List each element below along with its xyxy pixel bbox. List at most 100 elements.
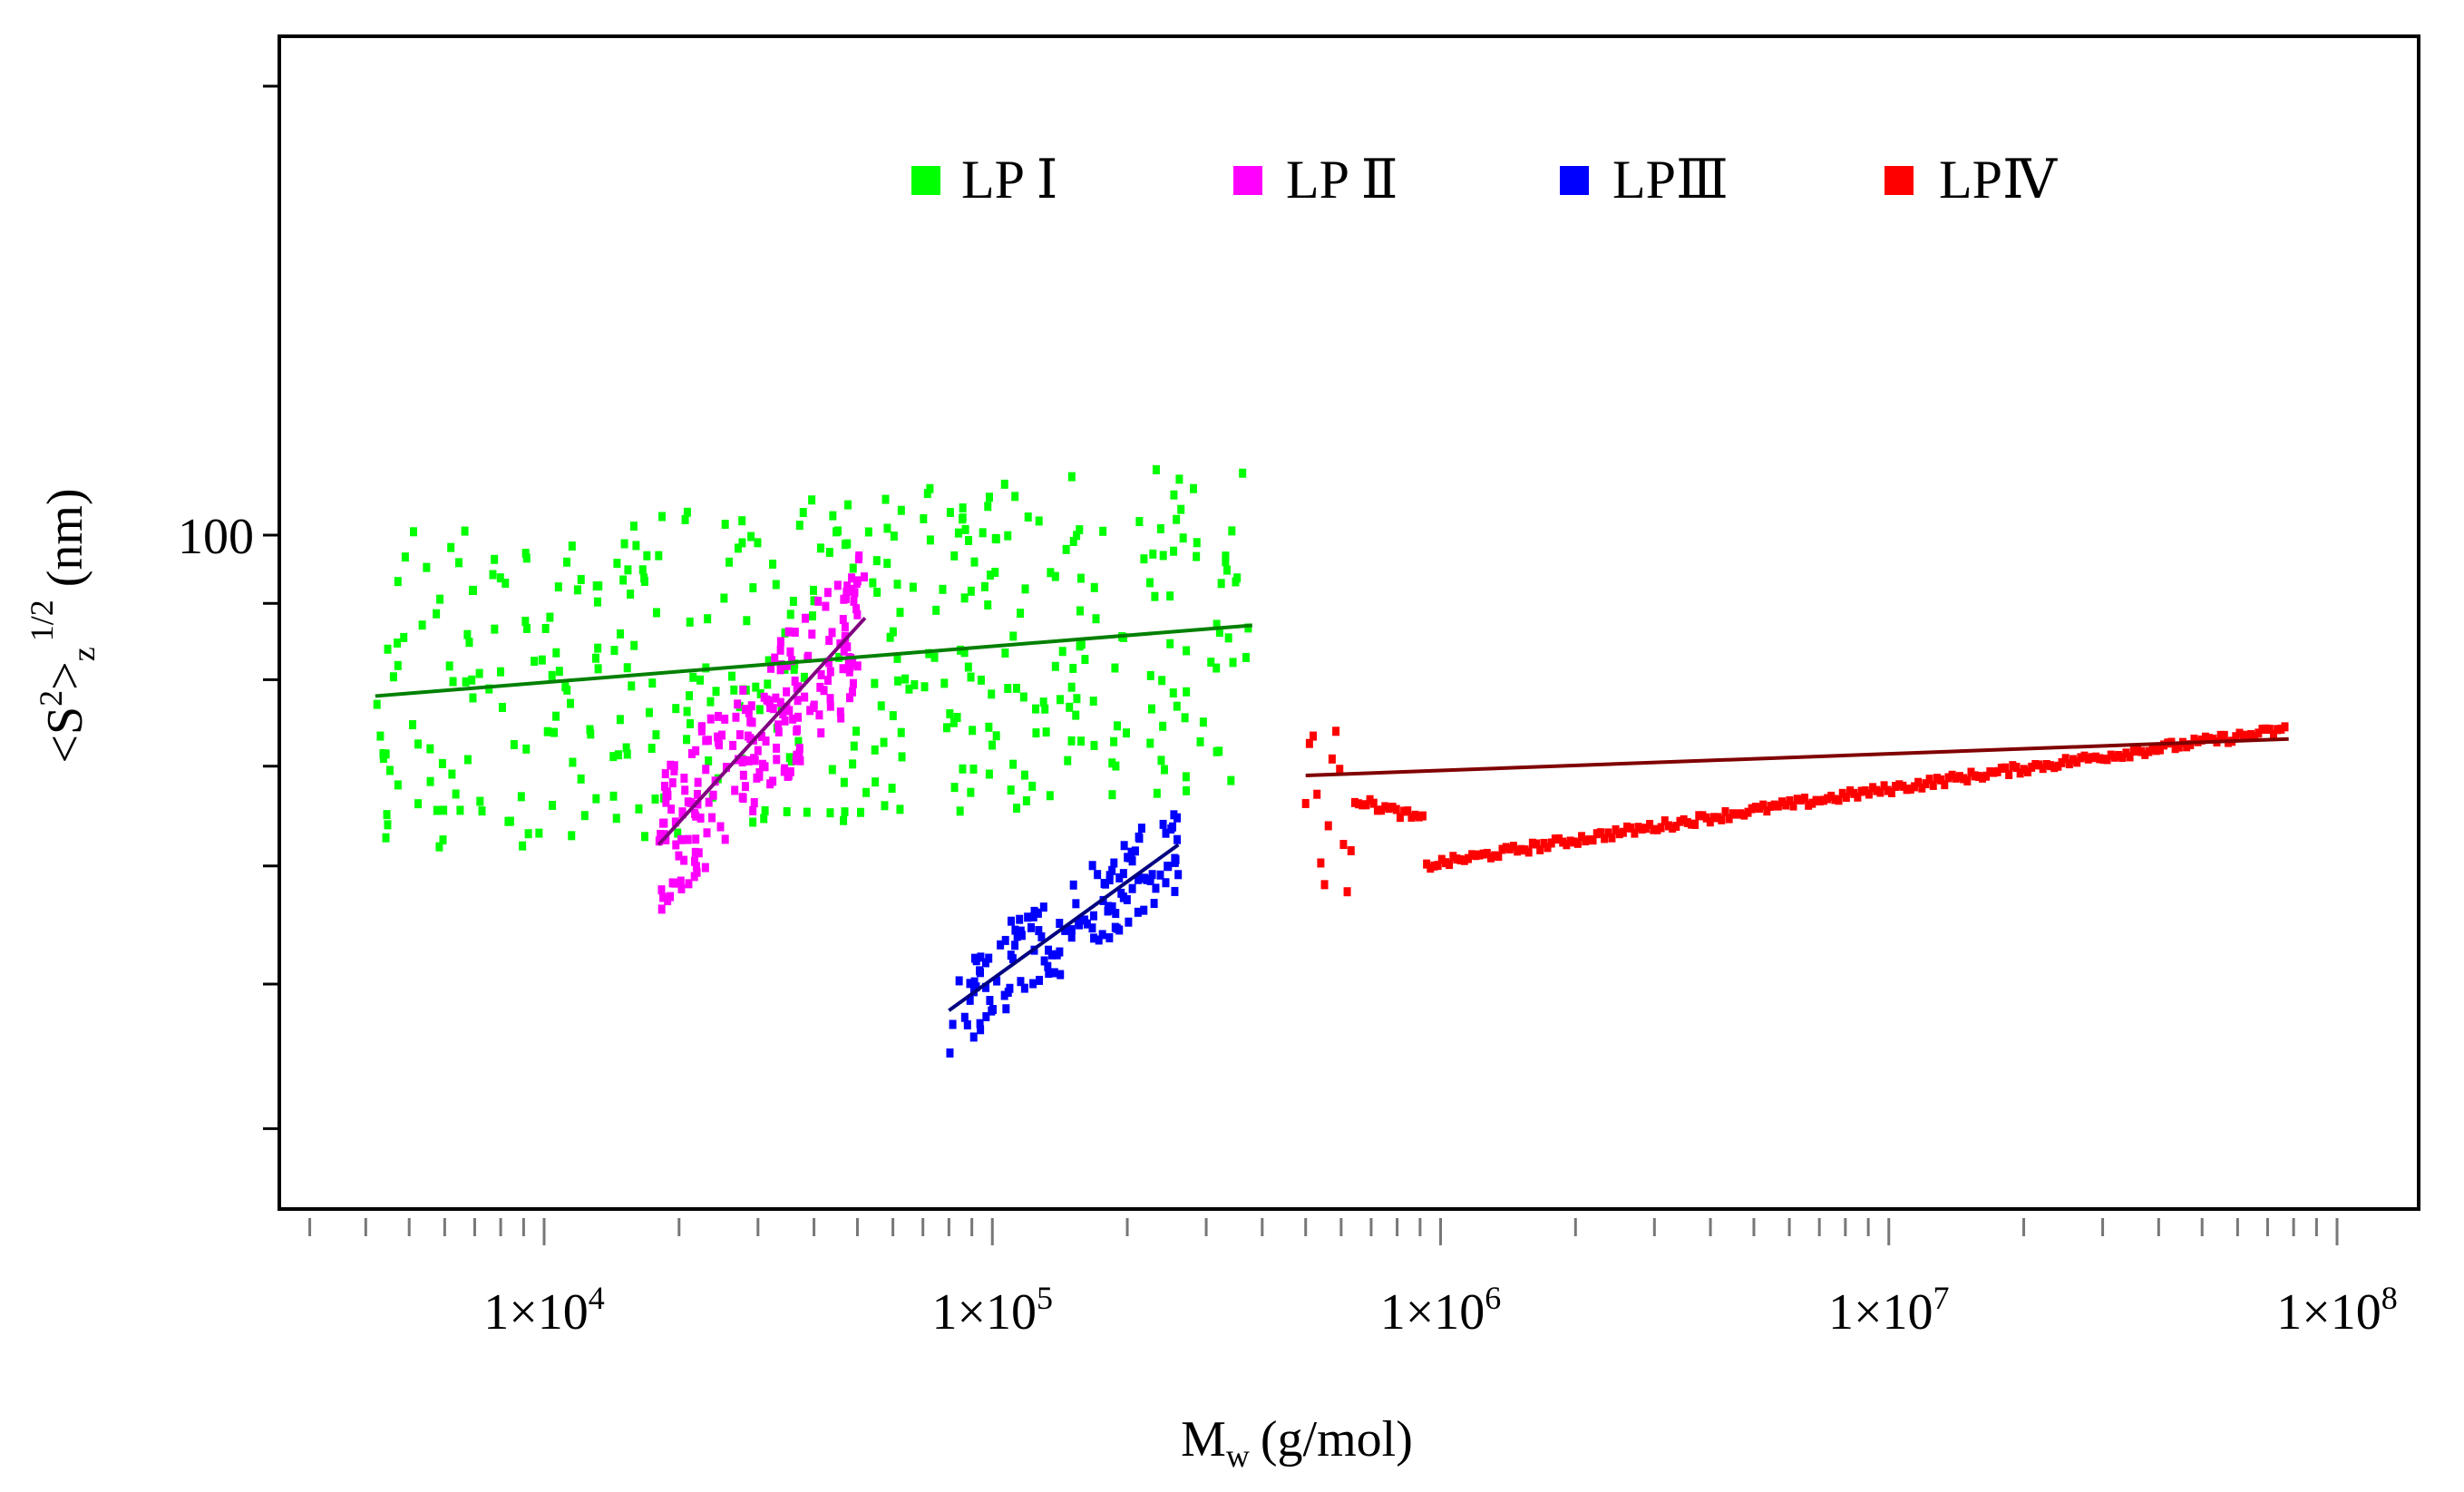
- data-point: [739, 685, 747, 695]
- data-point: [1073, 694, 1081, 704]
- data-point: [694, 777, 702, 787]
- data-point: [1041, 704, 1049, 714]
- data-point: [833, 526, 842, 536]
- data-point: [686, 691, 694, 701]
- data-point: [1974, 772, 1982, 782]
- data-point: [401, 552, 409, 562]
- data-point: [577, 574, 585, 584]
- data-point: [1009, 631, 1018, 641]
- data-point: [561, 682, 570, 692]
- data-point: [2201, 732, 2209, 742]
- data-point: [1540, 838, 1548, 848]
- data-point: [841, 631, 849, 641]
- lp1-points: [373, 464, 1252, 852]
- data-point: [1081, 655, 1089, 665]
- data-point: [2039, 764, 2047, 774]
- data-point: [692, 834, 700, 844]
- data-point: [817, 728, 825, 738]
- data-point: [400, 632, 408, 642]
- data-point: [1061, 925, 1069, 935]
- data-point: [1089, 911, 1097, 921]
- data-point: [692, 862, 700, 872]
- data-point: [1510, 842, 1518, 852]
- data-point: [898, 752, 906, 762]
- data-point: [1017, 609, 1025, 619]
- data-point: [840, 594, 848, 604]
- data-point: [1857, 786, 1865, 796]
- data-point: [498, 702, 506, 712]
- data-point: [808, 495, 816, 505]
- data-point: [1362, 800, 1370, 810]
- data-point: [652, 730, 660, 740]
- data-point: [977, 675, 985, 685]
- data-point: [1094, 870, 1102, 880]
- data-point: [389, 672, 397, 682]
- data-point: [548, 670, 556, 680]
- data-point: [1135, 874, 1143, 884]
- data-point: [502, 579, 510, 589]
- data-point: [960, 648, 969, 658]
- data-point: [2061, 754, 2070, 764]
- data-point: [1232, 577, 1240, 587]
- data-point: [848, 573, 856, 583]
- data-point: [894, 676, 902, 686]
- data-point: [1122, 728, 1130, 738]
- data-point: [1324, 821, 1332, 831]
- data-point: [685, 879, 693, 889]
- data-point: [705, 756, 713, 766]
- data-point: [489, 570, 497, 580]
- data-point: [799, 508, 807, 518]
- data-point: [1706, 817, 1714, 827]
- data-point: [594, 664, 602, 674]
- data-point: [680, 773, 688, 783]
- data-point: [2016, 768, 2024, 778]
- data-point: [2265, 725, 2274, 735]
- data-point: [787, 756, 795, 766]
- data-point: [1156, 523, 1164, 533]
- data-point: [1223, 565, 1232, 575]
- data-point: [1213, 663, 1221, 673]
- data-point: [568, 541, 576, 551]
- data-point: [1222, 551, 1230, 561]
- data-point: [1472, 851, 1480, 861]
- x-tick-label-1e7: 1×107: [1828, 1280, 1950, 1341]
- data-point: [670, 761, 678, 771]
- data-point: [1193, 538, 1201, 548]
- data-point: [826, 694, 834, 704]
- data-point: [953, 712, 961, 722]
- data-point: [841, 622, 849, 632]
- data-point: [1495, 852, 1503, 862]
- data-point: [1407, 812, 1416, 822]
- data-point: [2035, 760, 2043, 770]
- data-point: [1415, 812, 1423, 822]
- data-point: [463, 629, 472, 639]
- data-point: [594, 643, 602, 653]
- data-point: [1004, 684, 1012, 694]
- data-point: [932, 605, 940, 615]
- data-point: [705, 797, 713, 807]
- data-point: [2141, 749, 2149, 759]
- data-point: [630, 640, 638, 650]
- data-point: [986, 570, 994, 580]
- data-point: [1199, 717, 1207, 727]
- data-point: [1088, 923, 1096, 933]
- data-point: [1906, 784, 1914, 794]
- data-point: [693, 867, 701, 877]
- data-point: [689, 672, 697, 682]
- data-point: [826, 667, 834, 677]
- data-point: [871, 745, 879, 755]
- data-point: [1156, 870, 1164, 880]
- data-point: [786, 647, 794, 657]
- data-point: [1612, 824, 1620, 834]
- data-point: [1547, 838, 1555, 848]
- data-point: [1146, 670, 1154, 680]
- data-point: [1189, 483, 1197, 493]
- data-point: [638, 565, 647, 575]
- data-point: [1498, 844, 1506, 854]
- data-point: [1486, 853, 1495, 863]
- data-point: [1524, 847, 1533, 857]
- data-point: [2031, 760, 2040, 770]
- data-point: [1088, 861, 1096, 871]
- data-point: [814, 596, 823, 606]
- data-point: [623, 663, 631, 673]
